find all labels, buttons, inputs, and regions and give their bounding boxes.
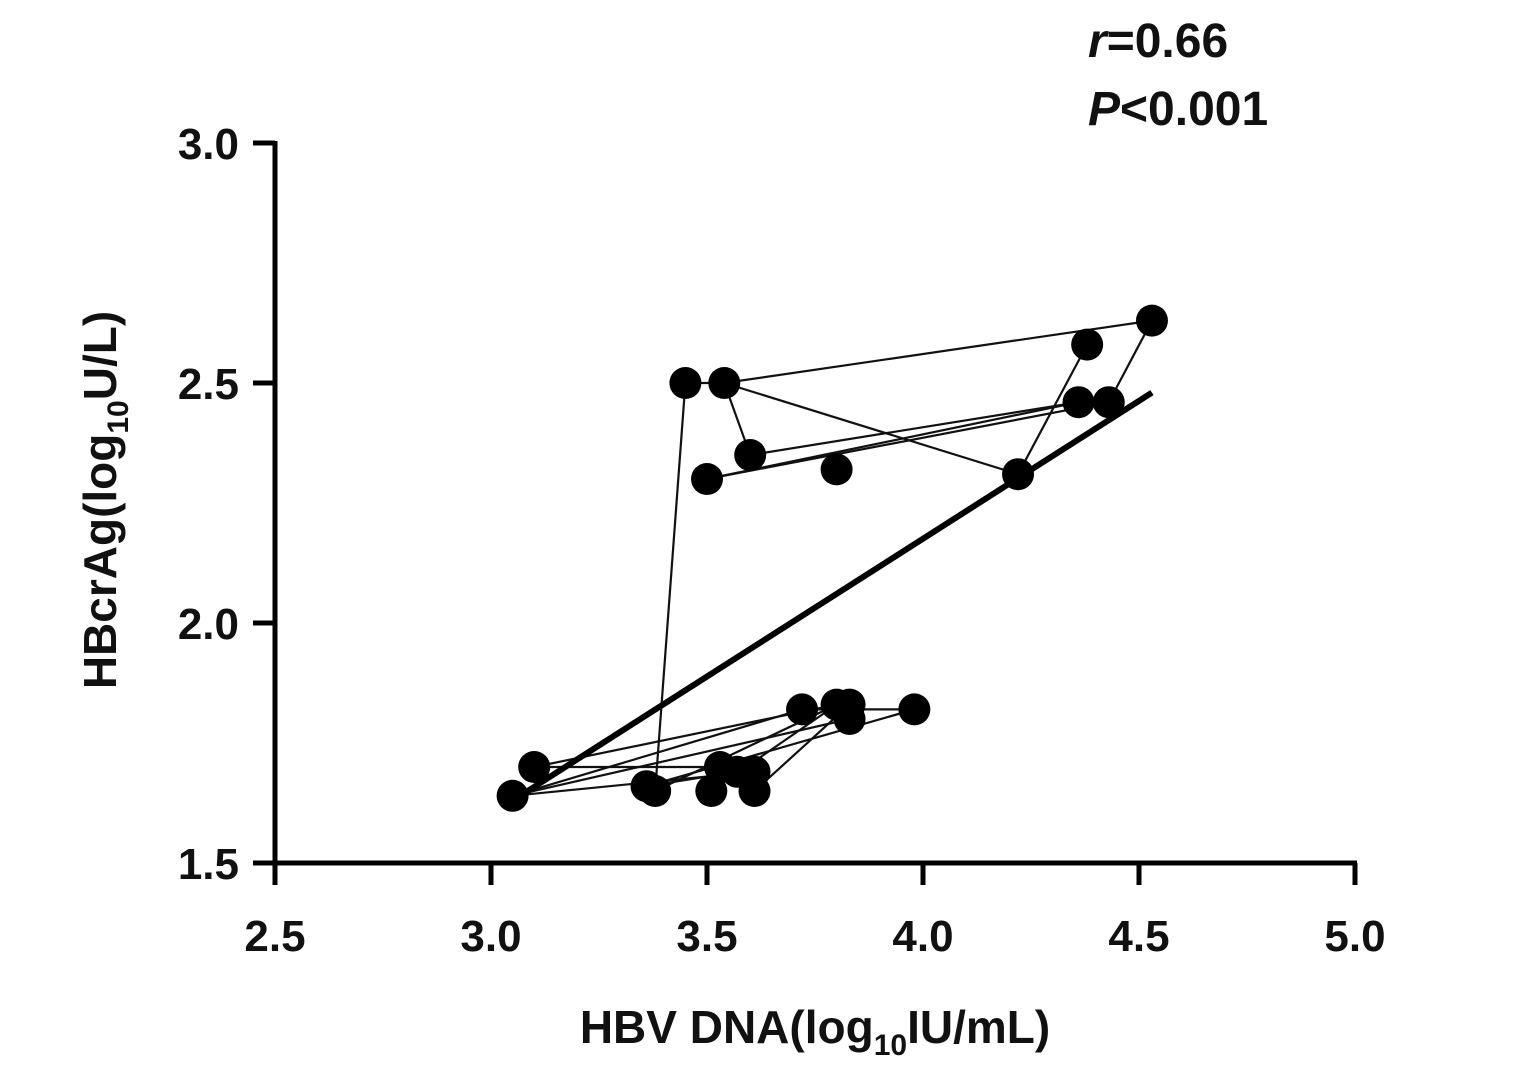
x-tick-label-3: 4.0 [892, 912, 953, 961]
p-value-annotation: P<0.001 [1088, 83, 1268, 136]
x-tick-label-0: 2.5 [244, 912, 305, 961]
x-tick-label-2: 3.5 [676, 912, 737, 961]
data-point-18 [820, 453, 853, 486]
y-axis-title: HBcrAg(log10U/L) [74, 311, 135, 689]
data-point-14 [669, 367, 702, 399]
data-point-23 [1135, 304, 1168, 337]
data-point-1 [518, 751, 551, 783]
data-point-16 [734, 439, 767, 471]
data-point-8 [738, 775, 771, 807]
data-point-19 [1002, 458, 1035, 491]
x-tick-label-1: 3.0 [460, 912, 521, 961]
regression-line-group [510, 390, 1154, 804]
data-point-22 [1092, 386, 1125, 419]
regression-line [510, 390, 1154, 804]
connecting-line-19 [1017, 344, 1089, 475]
data-point-9 [786, 693, 819, 726]
axes: 2.5 3.0 3.5 4.0 4.5 5.0 1.5 2.0 2.5 3.0 [178, 120, 1386, 961]
data-points [496, 304, 1168, 812]
y-tick-label-2: 2.5 [178, 360, 239, 409]
data-point-0 [496, 779, 529, 812]
data-point-17 [691, 463, 723, 495]
data-point-3 [639, 775, 672, 807]
x-tick-label-4: 4.5 [1108, 912, 1169, 961]
connecting-line-1 [512, 717, 850, 797]
connecting-line-15 [723, 381, 1019, 476]
data-point-4 [695, 775, 728, 807]
y-tick-label-0: 1.5 [178, 840, 239, 889]
data-point-13 [898, 693, 931, 726]
data-point-15 [708, 367, 741, 399]
x-axis-title: HBV DNA(log10IU/mL) [580, 1001, 1050, 1062]
connecting-line-17 [706, 401, 1109, 481]
data-point-20 [1062, 386, 1095, 419]
data-point-12 [833, 703, 866, 735]
x-tick-label-5: 5.0 [1324, 912, 1385, 961]
y-tick-label-3: 3.0 [178, 120, 239, 169]
correlation-annotation: r=0.66 [1088, 15, 1228, 68]
connecting-line-5 [646, 708, 915, 788]
data-point-21 [1071, 328, 1104, 361]
connecting-line-18 [750, 401, 1079, 457]
connecting-line-11 [654, 382, 687, 792]
connecting-lines [512, 319, 1153, 797]
y-tick-label-1: 2.0 [178, 600, 239, 649]
